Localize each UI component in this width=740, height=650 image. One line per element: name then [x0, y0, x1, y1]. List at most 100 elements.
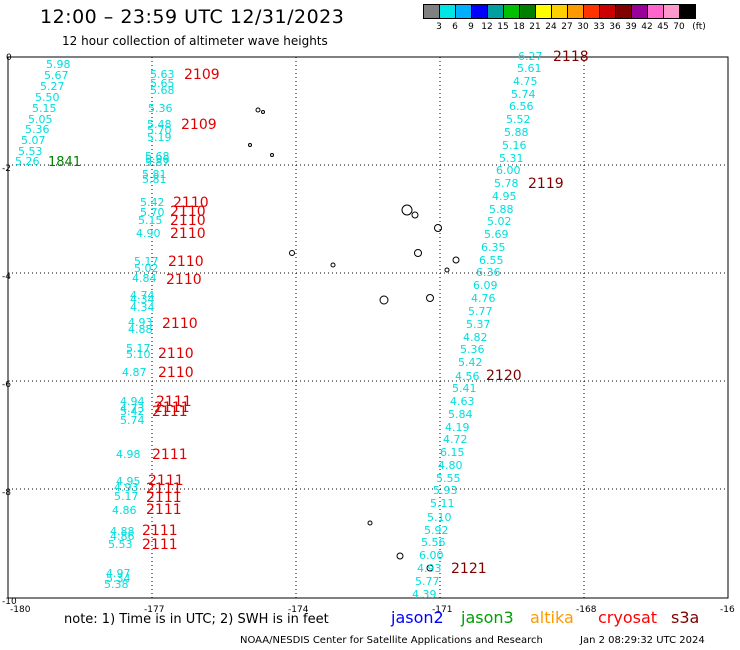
wave-height-label: 5.63 — [150, 68, 175, 81]
island-outline — [426, 564, 434, 572]
wave-height-label: 5.05 — [28, 113, 53, 126]
pass-time-label: 2111 — [154, 400, 190, 416]
wave-height-label: 5.50 — [35, 91, 60, 104]
legend-label: 70 — [673, 22, 685, 32]
island-outline — [270, 153, 274, 157]
wave-height-label: 5.77 — [415, 575, 440, 588]
island-outline — [414, 249, 422, 257]
satellite-s3a-label: s3a — [671, 608, 700, 627]
island-outline — [255, 107, 261, 113]
wave-height-label: 5.84 — [448, 408, 473, 421]
legend-label: 39 — [625, 22, 637, 32]
pass-time-label: 2109 — [184, 67, 220, 83]
y-tick-label: -6 — [2, 380, 11, 390]
footer-note: note: 1) Time is in UTC; 2) SWH is in fe… — [64, 612, 329, 627]
pass-time-label: 2111 — [146, 502, 182, 518]
satellite-jason2-label: jason2 — [391, 608, 444, 627]
legend-label: 45 — [657, 22, 669, 32]
wave-height-label: 5.37 — [466, 318, 491, 331]
wave-height-label: 5.96 — [145, 153, 170, 166]
wave-height-label: 5.34 — [106, 572, 131, 585]
legend-label: 3 — [436, 22, 442, 32]
legend-label: 21 — [529, 22, 541, 32]
wave-height-label: 5.98 — [46, 58, 71, 71]
legend-label: 9 — [468, 22, 474, 32]
wave-height-label: 5.56 — [421, 536, 446, 549]
pass-time-label: 2110 — [173, 195, 209, 211]
pass-time-label: 2110 — [168, 254, 204, 270]
wave-height-label: 5.55 — [436, 472, 461, 485]
pass-time-label: 2111 — [146, 481, 182, 497]
wave-height-label: 4.97 — [106, 567, 131, 580]
wave-height-label: 6.27 — [518, 50, 543, 63]
wave-height-label: 6.09 — [473, 279, 498, 292]
wave-height-label: 5.41 — [452, 382, 477, 395]
pass-time-label: 2111 — [146, 490, 182, 506]
wave-height-label: 4.75 — [513, 75, 538, 88]
wave-height-label: 4.34 — [130, 301, 155, 314]
wave-height-label: 4.82 — [463, 331, 488, 344]
island-outline — [330, 262, 336, 268]
y-tick-label: -10 — [2, 597, 17, 607]
wave-height-label: 4.93 — [128, 316, 153, 329]
wave-height-label: 5.36 — [25, 123, 50, 136]
wave-height-label: 5.68 — [150, 84, 175, 97]
wave-height-label: 5.02 — [134, 262, 159, 275]
wave-height-label: 5.53 — [108, 538, 133, 551]
island-outline — [401, 204, 413, 216]
wave-height-label: 4.95 — [116, 475, 141, 488]
wave-height-label: 5.16 — [502, 139, 527, 152]
legend-label: 42 — [641, 22, 653, 32]
wave-height-label: 4.19 — [445, 421, 470, 434]
pass-time-label: 2111 — [142, 523, 178, 539]
pass-time-label: 2119 — [528, 176, 564, 192]
y-tick-label: -8 — [2, 488, 11, 498]
legend-label: 6 — [452, 22, 458, 32]
island-outline — [452, 256, 460, 264]
wave-height-label: 5.42 — [120, 405, 145, 418]
x-tick-label: -174 — [288, 605, 309, 615]
wave-height-label: 6.00 — [496, 164, 521, 177]
y-tick-label: 0 — [6, 53, 12, 63]
wave-height-label: 5.10 — [126, 348, 151, 361]
wave-height-label: 4.87 — [122, 366, 147, 379]
wave-height-label: 6.56 — [509, 100, 534, 113]
satellite-altika-label: altika — [530, 608, 574, 627]
wave-height-label: 5.15 — [138, 214, 163, 227]
wave-height-label: 4.94 — [120, 395, 145, 408]
island-outline — [261, 110, 265, 114]
credit-line: NOAA/NESDIS Center for Satellite Applica… — [240, 635, 543, 646]
pass-time-label: 2110 — [166, 272, 202, 288]
wave-height-label: 5.93 — [433, 484, 458, 497]
legend-label: 24 — [545, 22, 557, 32]
map-frame — [7, 56, 729, 599]
wave-height-label: 5.87 — [145, 156, 170, 169]
wave-height-label: 5.70 — [140, 206, 165, 219]
wave-height-label: 5.68 — [145, 150, 170, 163]
wave-height-label: 5.36 — [148, 102, 173, 115]
wave-height-label: 4.95 — [492, 190, 517, 203]
wave-height-label: 5.26 — [15, 155, 40, 168]
wave-height-label: 4.39 — [412, 588, 437, 601]
pass-time-label: 2111 — [148, 473, 184, 489]
pass-time-label: 2118 — [553, 49, 589, 65]
legend-label: 12 — [481, 22, 493, 32]
wave-height-label: 4.84 — [132, 272, 157, 285]
island-outline — [248, 143, 252, 147]
wave-height-label: 5.67 — [44, 69, 69, 82]
wave-height-label: 4.90 — [136, 227, 161, 240]
wave-height-label: 5.31 — [499, 152, 524, 165]
wave-height-label: 6.35 — [481, 241, 506, 254]
pass-time-label: 2109 — [181, 117, 217, 133]
wave-height-label: 5.17 — [126, 342, 151, 355]
wave-height-label: 5.88 — [489, 203, 514, 216]
wave-height-label: 5.17 — [114, 490, 139, 503]
wave-height-label: 5.77 — [468, 305, 493, 318]
wave-height-label: 4.88 — [110, 525, 135, 538]
pass-time-label: 2111 — [156, 394, 192, 410]
pass-time-label: 2111 — [152, 404, 188, 420]
legend-label: 15 — [497, 22, 509, 32]
pass-time-label: 2110 — [158, 346, 194, 362]
legend-label: 18 — [513, 22, 525, 32]
